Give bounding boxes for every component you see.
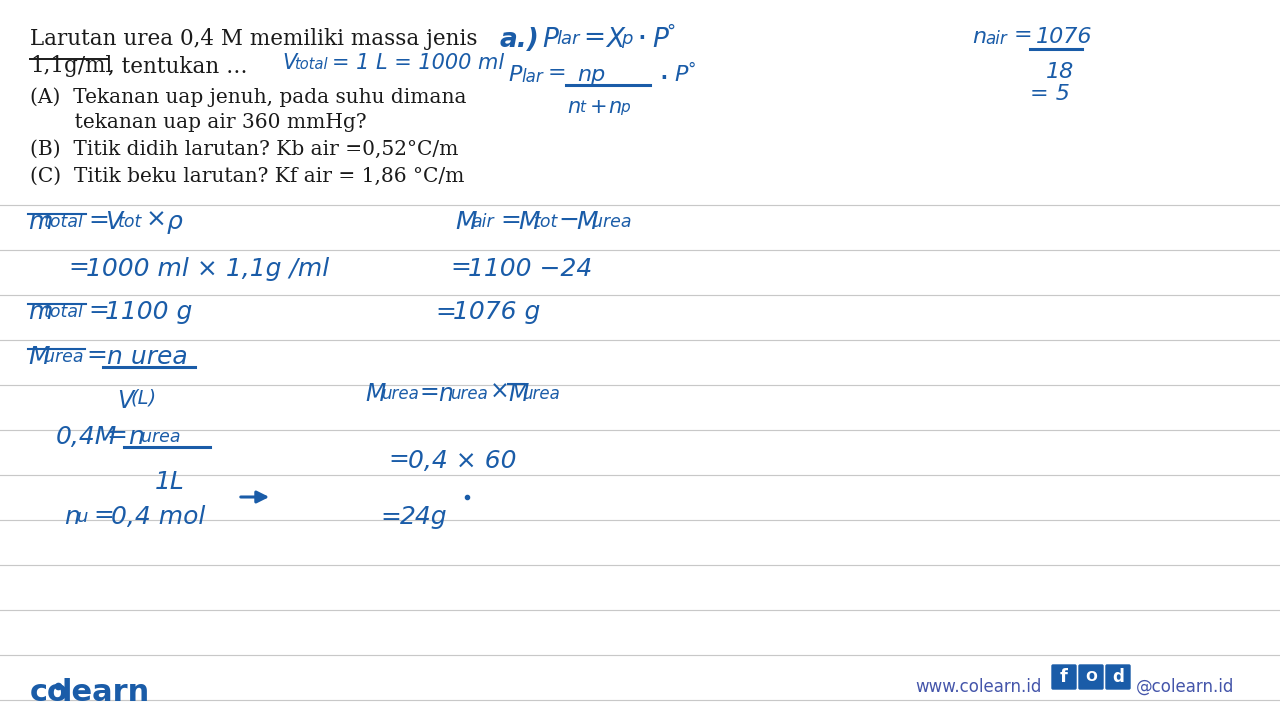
Text: (L): (L): [131, 389, 156, 408]
Text: ρ: ρ: [166, 210, 183, 234]
Text: urea: urea: [44, 348, 83, 366]
Text: (B)  Titik didih larutan? Kb air =0,52°C/m: (B) Titik didih larutan? Kb air =0,52°C/…: [29, 140, 458, 159]
Text: M: M: [28, 345, 50, 369]
Text: °: °: [666, 23, 675, 41]
Text: 1100 g: 1100 g: [105, 300, 192, 324]
Text: www.colearn.id: www.colearn.id: [915, 678, 1042, 696]
Text: O: O: [1085, 670, 1097, 684]
Text: ×: ×: [146, 208, 166, 232]
Text: ·: ·: [636, 23, 646, 56]
Text: , tentukan …: , tentukan …: [108, 55, 247, 77]
Text: 1000 ml × 1,1g /ml: 1000 ml × 1,1g /ml: [86, 257, 329, 281]
Text: =: =: [548, 63, 567, 83]
Text: (A)  Tekanan uap jenuh, pada suhu dimana: (A) Tekanan uap jenuh, pada suhu dimana: [29, 87, 466, 107]
Text: =: =: [88, 208, 109, 232]
Text: +: +: [590, 97, 608, 117]
Text: =: =: [106, 423, 127, 447]
Text: urea: urea: [381, 385, 419, 403]
Text: °: °: [687, 61, 695, 79]
Text: 18: 18: [1046, 62, 1074, 82]
Text: n urea: n urea: [108, 345, 188, 369]
Text: P: P: [652, 27, 668, 53]
Text: P: P: [675, 65, 687, 85]
Text: V: V: [116, 389, 133, 413]
Text: ×: ×: [490, 380, 509, 404]
Text: M: M: [518, 210, 540, 234]
Text: 1,1g/ml: 1,1g/ml: [29, 55, 113, 77]
Text: a.): a.): [500, 27, 540, 53]
Text: n: n: [972, 27, 986, 47]
Text: 1076 g: 1076 g: [453, 300, 540, 324]
Text: =: =: [500, 208, 521, 232]
Text: P: P: [541, 27, 558, 53]
Text: 1076: 1076: [1036, 27, 1093, 47]
Text: urea: urea: [522, 385, 559, 403]
Text: 1100 −24: 1100 −24: [468, 257, 593, 281]
Text: tot: tot: [118, 213, 142, 231]
Text: =: =: [388, 447, 408, 471]
Text: M: M: [365, 382, 385, 406]
FancyBboxPatch shape: [1106, 665, 1130, 689]
Text: −: −: [558, 208, 579, 232]
Text: P: P: [508, 65, 521, 85]
Text: Larutan urea 0,4 M memiliki massa jenis: Larutan urea 0,4 M memiliki massa jenis: [29, 28, 477, 50]
Text: =: =: [88, 298, 109, 322]
Text: V: V: [282, 53, 296, 73]
Text: co: co: [29, 678, 69, 707]
Text: M: M: [576, 210, 598, 234]
Text: air: air: [986, 30, 1007, 48]
Text: d: d: [1112, 668, 1124, 686]
Text: m: m: [28, 210, 52, 234]
Text: 1L: 1L: [155, 470, 184, 494]
Text: ·: ·: [658, 63, 668, 96]
Text: = 1 L = 1000 ml: = 1 L = 1000 ml: [332, 53, 504, 73]
Text: 24g: 24g: [399, 505, 448, 529]
FancyBboxPatch shape: [1079, 665, 1103, 689]
Text: tekanan uap air 360 mmHg?: tekanan uap air 360 mmHg?: [29, 113, 366, 132]
Text: n: n: [608, 97, 621, 117]
Text: air: air: [471, 213, 494, 231]
Text: total: total: [44, 213, 84, 231]
Text: 0,4 mol: 0,4 mol: [111, 505, 205, 529]
Text: m: m: [28, 300, 52, 324]
Text: M: M: [454, 210, 476, 234]
Text: lar: lar: [556, 30, 580, 48]
Text: =: =: [380, 505, 401, 529]
Text: =: =: [420, 380, 440, 404]
Text: total: total: [294, 57, 328, 72]
Text: X: X: [605, 27, 625, 53]
Text: V: V: [105, 210, 122, 234]
Text: n: n: [64, 505, 79, 529]
Text: =: =: [451, 255, 471, 279]
FancyBboxPatch shape: [1052, 665, 1076, 689]
Text: np: np: [577, 65, 605, 85]
Text: (C)  Titik beku larutan? Kf air = 1,86 °C/m: (C) Titik beku larutan? Kf air = 1,86 °C…: [29, 167, 465, 186]
Text: learn: learn: [61, 678, 150, 707]
Text: t: t: [579, 100, 585, 115]
Text: f: f: [1060, 668, 1068, 686]
Text: 0,4M: 0,4M: [56, 425, 118, 449]
Text: urea: urea: [591, 213, 631, 231]
Text: urea: urea: [451, 385, 488, 403]
Text: M: M: [508, 382, 529, 406]
Text: urea: urea: [141, 428, 180, 446]
Text: p: p: [620, 100, 630, 115]
Text: @colearn.id: @colearn.id: [1137, 678, 1234, 696]
Text: =: =: [582, 25, 605, 51]
Text: =: =: [86, 343, 106, 367]
Text: =: =: [435, 300, 456, 324]
Text: n: n: [128, 425, 143, 449]
Text: =: =: [93, 503, 114, 527]
Text: total: total: [44, 303, 84, 321]
Text: n: n: [438, 382, 453, 406]
Text: p: p: [621, 30, 632, 48]
Text: tot: tot: [534, 213, 558, 231]
Text: n: n: [567, 97, 580, 117]
Text: =: =: [1014, 25, 1033, 45]
Text: = 5: = 5: [1030, 84, 1070, 104]
Text: =: =: [68, 255, 88, 279]
Text: u: u: [77, 508, 88, 526]
Text: lar: lar: [521, 68, 543, 86]
Text: 0,4 × 60: 0,4 × 60: [408, 449, 517, 473]
